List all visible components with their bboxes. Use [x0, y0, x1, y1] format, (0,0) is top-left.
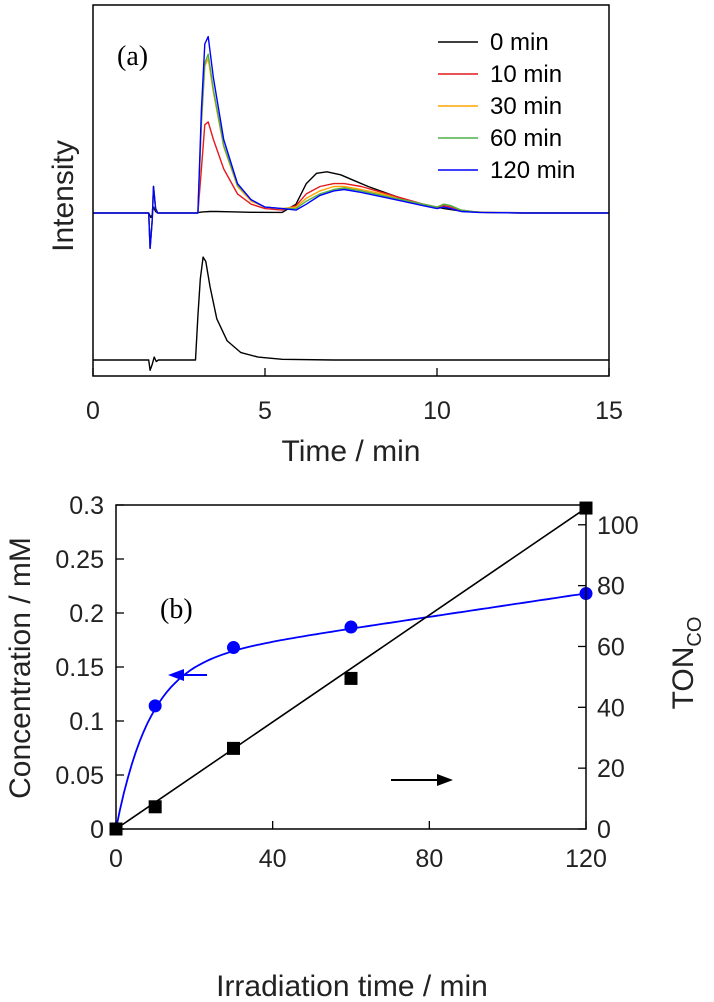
- trace-4: [93, 35, 609, 249]
- panel-b-x-axis-title: Irradiation time / min: [216, 970, 488, 1002]
- right-y-axis-title-main: TON: [667, 647, 700, 710]
- panel-a-x-axis-title: Time / min: [282, 435, 421, 468]
- legend: 0 min 10 min 30 min 60 min 120 min: [438, 29, 575, 184]
- left-y-tick-label-0: 0: [90, 816, 104, 844]
- panel-b-production: 0 40 80 12000.050.10.150.20.250.30204060801…: [4, 492, 706, 1002]
- right-y-axis-title: TONCO: [667, 617, 706, 710]
- panel-b-label: (b): [160, 594, 193, 625]
- left-y-tick-label-2: 0.1: [69, 708, 104, 736]
- legend-entry-0: 0 min: [490, 29, 549, 56]
- left-y-axis-title: Concentration / mM: [4, 537, 37, 799]
- legend-entry-3: 60 min: [490, 125, 562, 152]
- panel-a-x-tick-label-2: 10: [423, 397, 451, 425]
- concentration-point-1: [148, 699, 162, 713]
- right-y-tick-label-0: 0: [597, 816, 611, 844]
- panel-a-x-ticks: 0 5 10 15: [86, 368, 623, 425]
- ton-point-3: [344, 671, 358, 685]
- left-y-tick-label-1: 0.05: [55, 762, 104, 790]
- legend-entry-2: 30 min: [490, 93, 562, 120]
- legend-entry-1: 10 min: [490, 61, 562, 88]
- ton-point-1: [148, 800, 162, 814]
- panel-a-x-tick-label-3: 15: [595, 397, 623, 425]
- right-y-tick-label-4: 80: [597, 573, 625, 601]
- right-y-tick-label-3: 60: [597, 633, 625, 661]
- panel-a-frame: [92, 4, 610, 377]
- panel-a-x-tick-label-1: 5: [258, 397, 272, 425]
- axis-arrows: [168, 669, 453, 786]
- panel-b-ticks: 0 40 80 12000.050.10.150.20.250.30204060801…: [55, 492, 638, 873]
- right-y-tick-label-1: 20: [597, 755, 625, 783]
- right-y-tick-label-2: 40: [597, 694, 625, 722]
- ton-point-2: [227, 741, 240, 755]
- chromatogram-traces: [93, 35, 609, 371]
- left-y-tick-label-6: 0.3: [69, 492, 104, 520]
- production-series: [109, 501, 593, 836]
- ton-fit-line: [115, 507, 587, 830]
- panel-a-chromatogram: 0 5 10 15 (a) Intensity Time / min 0 min 10 …: [47, 4, 623, 468]
- panel-b-x-tick-label-0: 0: [109, 845, 123, 873]
- left-y-tick-label-4: 0.2: [69, 600, 104, 628]
- panel-b-x-tick-label-1: 40: [259, 845, 287, 873]
- panel-a-label: (a): [117, 41, 148, 72]
- concentration-point-3: [344, 620, 358, 634]
- right-axis-arrow-head: [437, 774, 453, 786]
- left-y-tick-label-3: 0.15: [55, 654, 104, 682]
- right-y-tick-label-5: 100: [597, 512, 639, 540]
- panel-b-x-tick-label-2: 80: [415, 845, 443, 873]
- trace-5: [93, 256, 609, 371]
- concentration-point-2: [227, 641, 240, 655]
- panel-a-x-tick-label-0: 0: [86, 397, 100, 425]
- panel-a-y-axis-title: Intensity: [47, 140, 80, 252]
- right-y-axis-title-sub: CO: [684, 617, 706, 647]
- legend-entry-4: 120 min: [490, 157, 575, 184]
- left-axis-arrow-head: [168, 669, 184, 681]
- left-y-tick-label-5: 0.25: [55, 546, 104, 574]
- panel-b-x-tick-label-3: 120: [565, 845, 607, 873]
